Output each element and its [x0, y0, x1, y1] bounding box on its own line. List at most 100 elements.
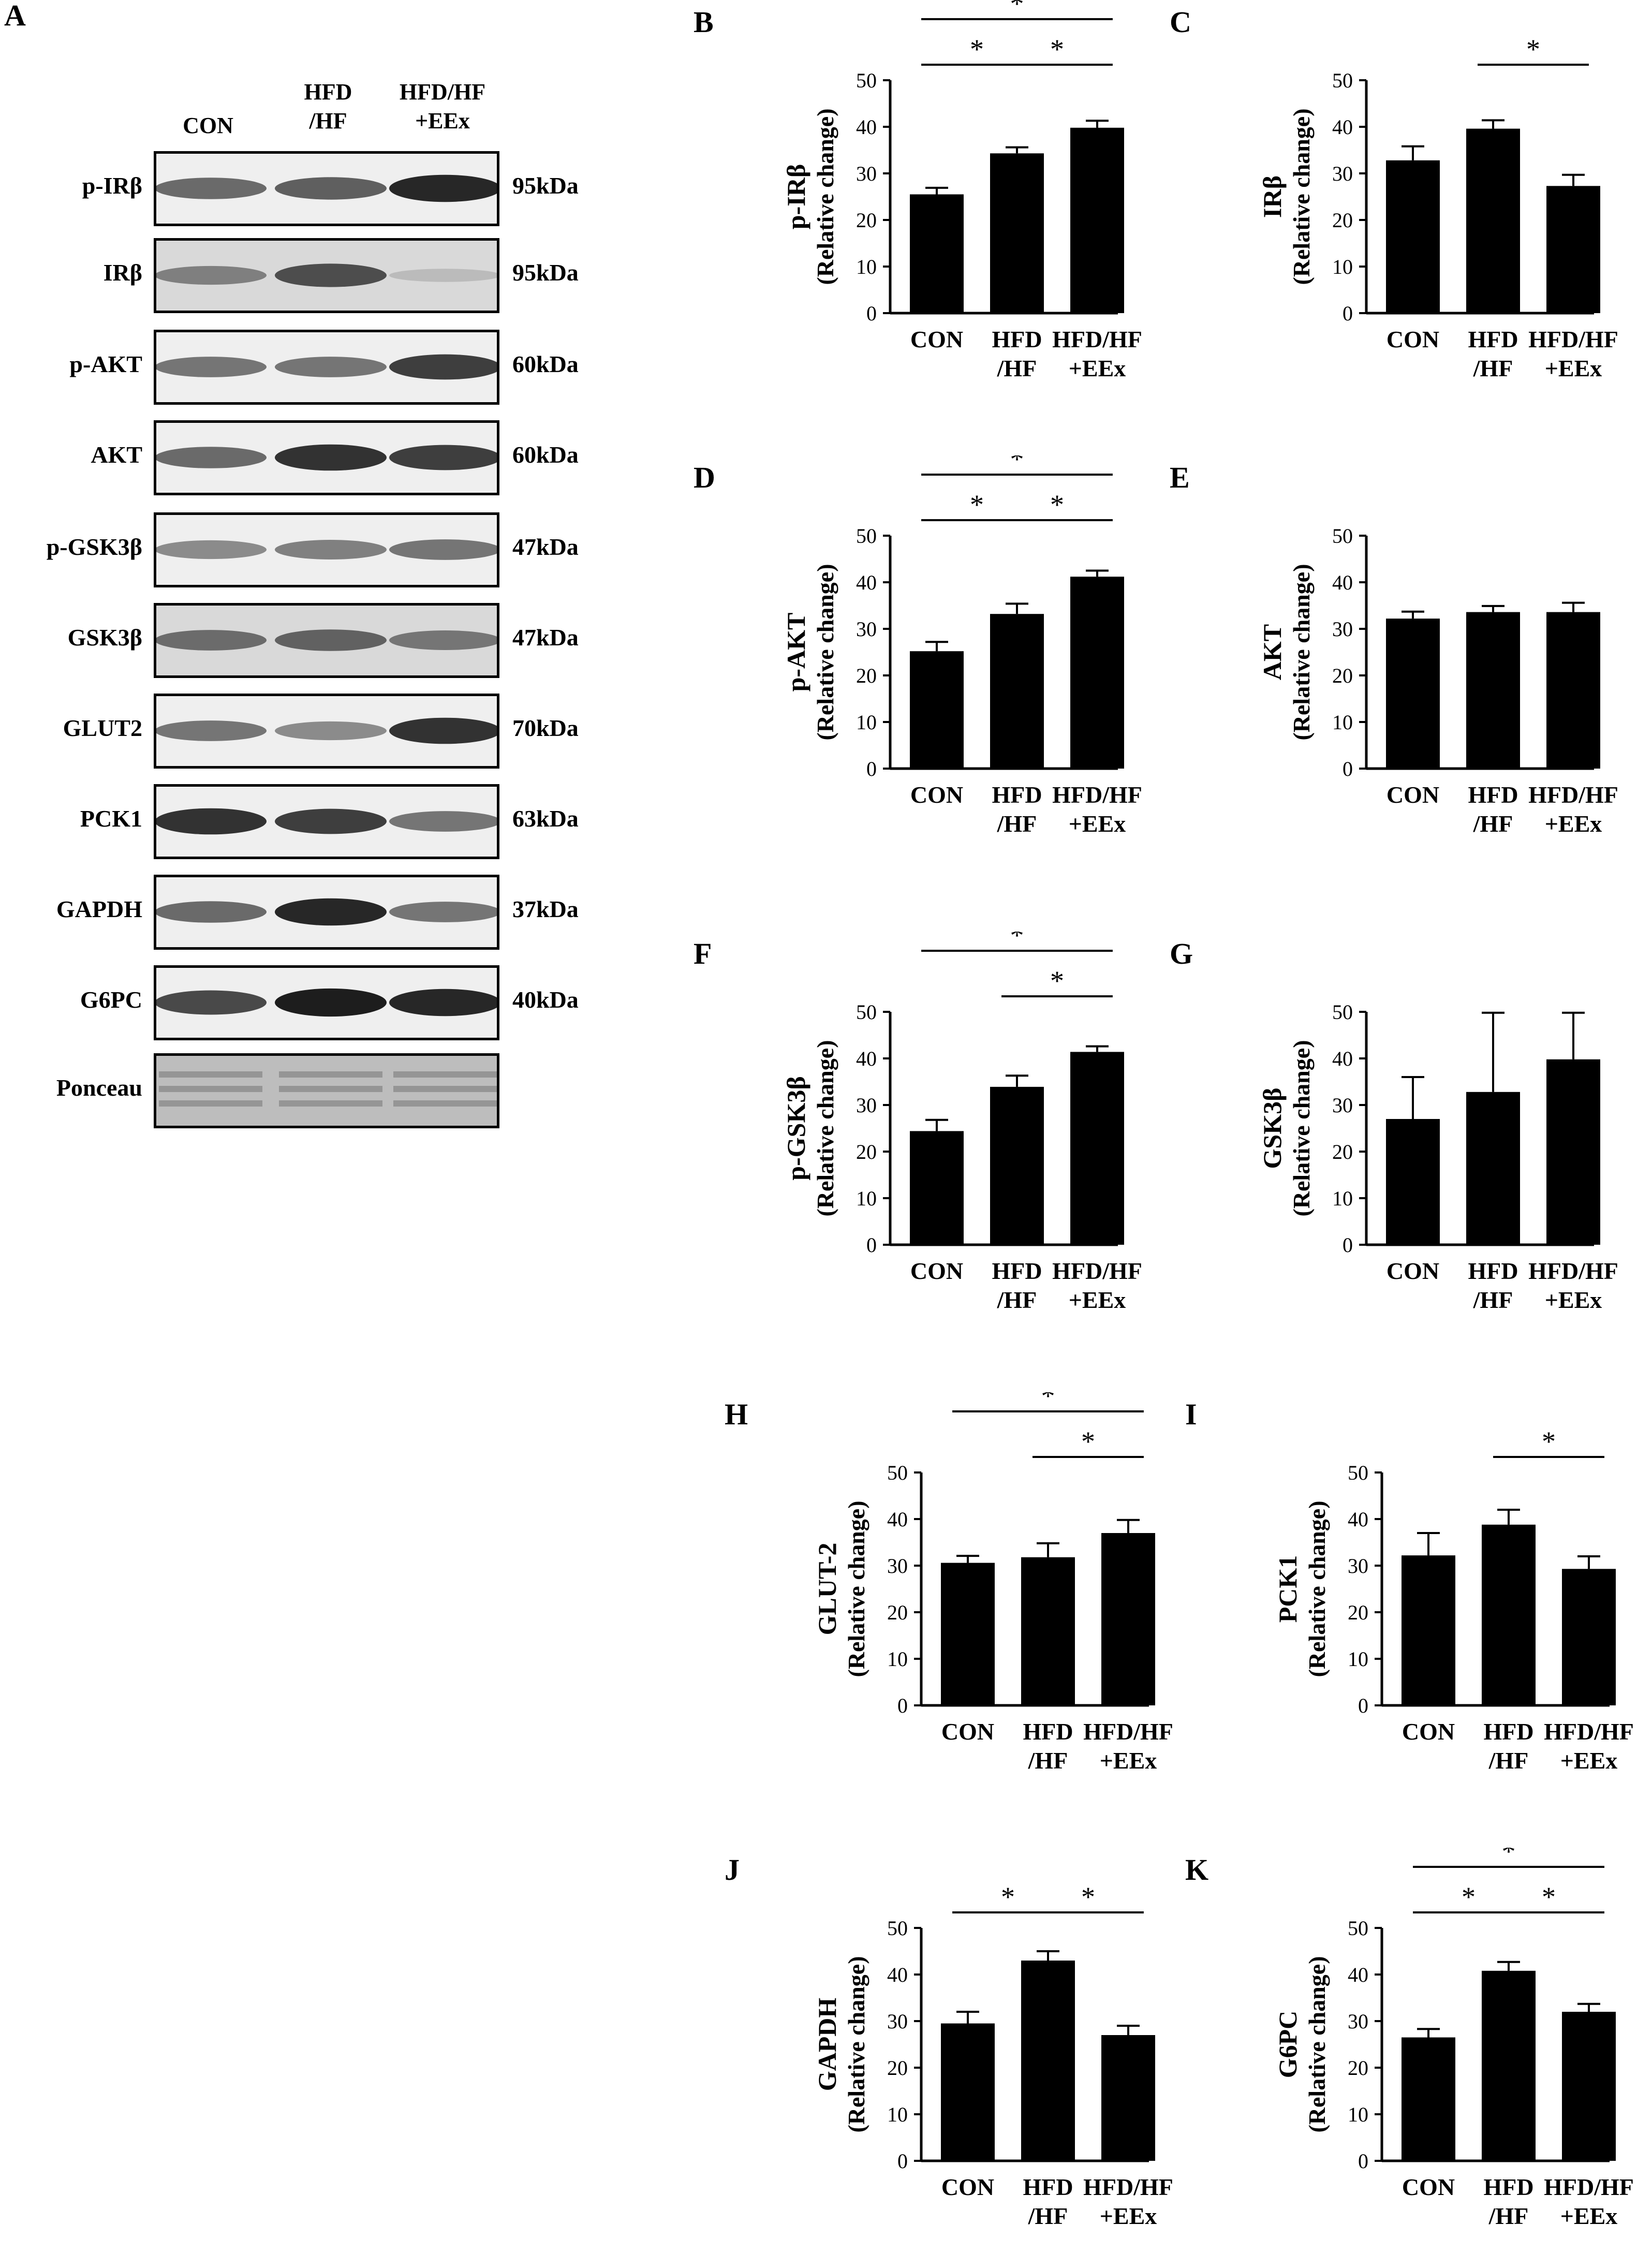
lane-header-line: +EEx	[415, 108, 470, 134]
x-tick-label: HFD	[1023, 2174, 1073, 2200]
bar	[910, 194, 964, 313]
panel-letter: B	[694, 5, 714, 39]
significance-star: *	[1502, 1848, 1516, 1867]
panel-letter-a: A	[4, 0, 26, 32]
blot-band	[389, 445, 497, 470]
blot-band	[389, 539, 497, 560]
ponceau-band	[393, 1071, 497, 1078]
y-axis-label: (Relative change)	[843, 1956, 869, 2132]
ponceau-band	[159, 1100, 262, 1107]
y-axis-label: p-AKT	[781, 613, 810, 692]
x-tick-label: HFD/HF	[1052, 326, 1142, 352]
significance-star: *	[1050, 489, 1064, 520]
y-tick-label: 40	[856, 115, 877, 139]
molecular-weight-label: 60kDa	[512, 441, 579, 468]
x-tick-label: /HF	[1028, 2203, 1068, 2229]
bar	[990, 153, 1044, 313]
protein-label: p-IRβ	[82, 172, 142, 199]
y-axis-label: (Relative change)	[1288, 1040, 1315, 1216]
protein-label: G6PC	[80, 986, 142, 1013]
bar	[1021, 1961, 1075, 2161]
x-tick-label: CON	[1402, 2174, 1455, 2200]
blot-row: p-AKT 60kDa	[0, 330, 631, 406]
y-tick-label: 10	[856, 711, 877, 734]
x-tick-label: /HF	[1028, 1747, 1068, 1774]
y-tick-label: 40	[1348, 1963, 1368, 1986]
y-tick-label: 0	[1343, 757, 1353, 780]
y-tick-label: 30	[1348, 2010, 1368, 2033]
y-axis-label: (Relative change)	[1288, 108, 1315, 285]
x-tick-label: HFD	[1483, 1718, 1533, 1745]
blot-image	[154, 151, 499, 226]
ponceau-band	[279, 1071, 382, 1078]
y-tick-label: 0	[1358, 2149, 1368, 2173]
x-tick-label: +EEx	[1069, 355, 1126, 381]
x-tick-label: HFD	[1468, 1258, 1518, 1284]
blot-image	[154, 1053, 499, 1128]
y-axis-label: (Relative change)	[812, 108, 838, 285]
y-tick-label: 20	[887, 2056, 908, 2080]
y-tick-label: 10	[1332, 1187, 1353, 1210]
blot-band	[275, 263, 387, 287]
bar	[1386, 1119, 1440, 1245]
x-tick-label: /HF	[997, 1287, 1037, 1313]
x-tick-label: /HF	[1488, 2203, 1529, 2229]
blot-image	[154, 238, 499, 313]
protein-label: IRβ	[103, 259, 142, 286]
panel-letter: D	[694, 461, 715, 494]
bar	[990, 1086, 1044, 1245]
bar	[1070, 127, 1124, 314]
lane-header-line: CON	[183, 113, 233, 138]
y-tick-label: 20	[856, 209, 877, 232]
x-tick-label: +EEx	[1100, 2203, 1157, 2229]
y-tick-label: 20	[1332, 1140, 1353, 1163]
blot-band	[156, 178, 267, 199]
blot-band	[389, 354, 497, 380]
bar	[990, 614, 1044, 769]
y-axis-label: (Relative change)	[843, 1500, 869, 1677]
x-tick-label: +EEx	[1560, 2203, 1618, 2229]
bar	[941, 1563, 995, 1705]
y-tick-label: 30	[856, 1094, 877, 1117]
blot-row: G6PC 40kDa	[0, 965, 631, 1042]
blot-image	[154, 512, 499, 587]
significance-star: *	[1542, 1426, 1556, 1457]
protein-label: GLUT2	[63, 715, 142, 741]
bar-chart-panel-e: E 0 10 20 30 40 50 AKT (Relative change) CON HFD/H…	[1159, 455, 1625, 859]
x-tick-label: +EEx	[1560, 1747, 1618, 1774]
bar-chart-svg: H 0 10 20 30 40 50 GLUT-2 (Relative change) CON HF…	[725, 1380, 1173, 1774]
western-blot-panel: A CON HFD/HF HFD/HF +EEx p-IRβ 95kDa IRβ 95kDa…	[0, 0, 631, 1139]
y-tick-label: 0	[1343, 302, 1353, 325]
y-tick-label: 40	[1332, 571, 1353, 594]
blot-row: AKT 60kDa	[0, 420, 631, 497]
blot-band	[156, 720, 267, 741]
y-tick-label: 30	[1332, 1094, 1353, 1117]
molecular-weight-label: 47kDa	[512, 624, 579, 651]
blot-row: Ponceau	[0, 1053, 631, 1130]
molecular-weight-label: 60kDa	[512, 351, 579, 377]
panel-letter: K	[1185, 1853, 1208, 1887]
x-tick-label: CON	[1387, 1258, 1439, 1284]
bar-chart-svg: B 0 10 20 30 40 50 p-IRβ (Relative change) CON HFD…	[694, 0, 1142, 381]
lane-header: CON	[151, 111, 265, 140]
bar	[910, 1131, 964, 1245]
protein-label: p-AKT	[69, 351, 142, 377]
x-tick-label: CON	[910, 326, 963, 352]
bar	[1546, 612, 1600, 769]
blot-band	[275, 629, 387, 651]
blot-band	[156, 540, 267, 559]
blot-row: PCK1 63kDa	[0, 784, 631, 861]
y-axis-label: GLUT-2	[813, 1543, 842, 1636]
blot-band	[156, 630, 267, 651]
blot-row: IRβ 95kDa	[0, 238, 631, 315]
x-tick-label: HFD/HF	[1544, 1718, 1634, 1745]
lane-header-line: HFD/HF	[399, 79, 486, 105]
molecular-weight-label: 47kDa	[512, 534, 579, 560]
y-tick-label: 50	[1348, 1461, 1368, 1484]
y-axis-label: IRβ	[1258, 175, 1287, 218]
bar	[1466, 128, 1520, 313]
x-tick-label: CON	[1387, 782, 1439, 808]
x-tick-label: +EEx	[1545, 355, 1602, 381]
bar	[1070, 577, 1124, 769]
significance-star: *	[1542, 1881, 1556, 1912]
